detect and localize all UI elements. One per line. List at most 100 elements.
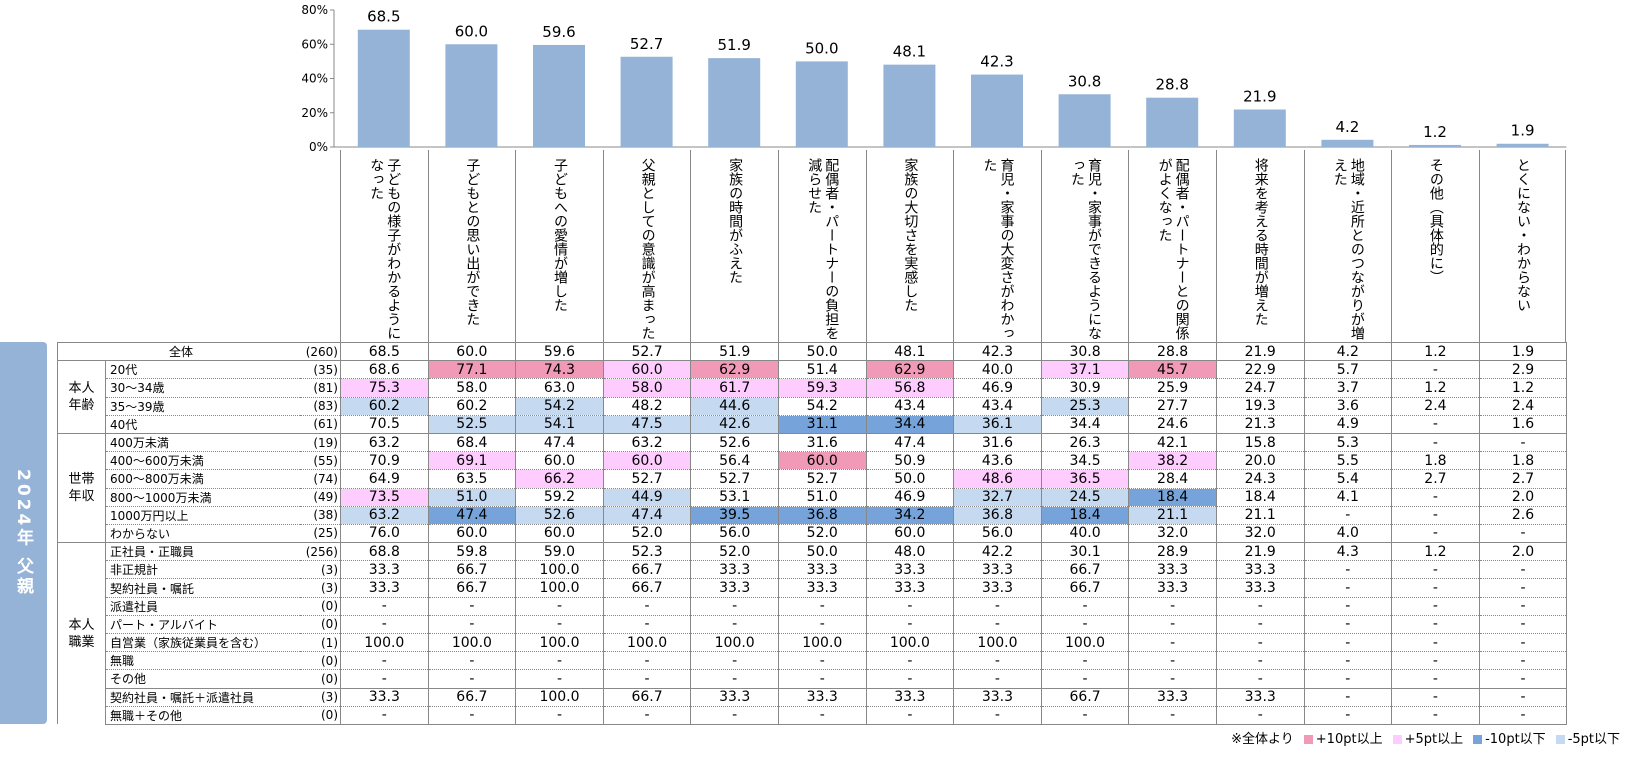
cell-value: 38.2 (1128, 451, 1217, 470)
cell-value: 70.5 (340, 414, 429, 434)
sample-size: (38) (300, 505, 341, 525)
data-label: 1.2 (1423, 123, 1447, 141)
data-label: 51.9 (717, 36, 750, 54)
table-row: 契約社員・嘱託＋派遣社員 (3) 33.3 66.7 100.0 66.7 33.3 33.3… (58, 687, 1568, 707)
cell-value: 3.6 (1303, 396, 1393, 416)
cell-value: 1.8 (1478, 451, 1568, 470)
cell-value: 33.3 (953, 560, 1042, 579)
cell-value: 100.0 (515, 560, 604, 579)
cell-value: 50.0 (865, 469, 955, 488)
bar (1321, 139, 1374, 147)
cell-value: - (953, 596, 1042, 616)
cell-value: - (690, 705, 779, 725)
table-row: 本人職業 正社員・正職員 (256) 68.8 59.8 59.0 52.3 52.0 50.0… (57, 542, 1568, 725)
cell-value: 40.0 (953, 360, 1042, 379)
cell-value: 62.9 (690, 360, 779, 379)
cell-value: - (427, 669, 517, 689)
table-row: 派遣社員 (0) - - - - - - - - - - - - - - (58, 596, 1568, 616)
cell-value: 70.9 (340, 451, 429, 470)
legend-label: -10pt以下 (1485, 732, 1546, 747)
column-header-label: とくにない・わからない (1515, 158, 1532, 312)
cell-value: 56.0 (953, 523, 1042, 543)
cell-value: 31.6 (777, 432, 867, 452)
cell-value: - (777, 614, 867, 634)
cell-value: 28.4 (1128, 469, 1217, 488)
table-row: わからない (25) 76.0 60.0 60.0 52.0 56.0 52.0 60.0 56.… (58, 523, 1568, 543)
column-header: 父親としての意識が高まった (602, 150, 691, 342)
cell-value: - (1478, 651, 1568, 670)
sample-size: (0) (300, 614, 341, 634)
cell-value: 1.8 (1391, 451, 1480, 470)
data-label: 59.6 (542, 23, 575, 41)
y-tick-label: 0% (309, 140, 328, 152)
cell-value: 66.7 (1040, 578, 1130, 598)
cell-value: 21.9 (1215, 542, 1305, 561)
table-row: 自営業（家族従業員を含む） (1) 100.0 100.0 100.0 100.0 100.… (58, 632, 1568, 652)
cell-value: 63.2 (340, 432, 429, 452)
cell-value: - (1128, 614, 1217, 634)
cell-value: - (1478, 614, 1568, 634)
cell-value: 48.1 (865, 341, 955, 361)
cell-value: - (340, 614, 429, 634)
cell-value: 59.2 (515, 487, 604, 507)
legend-note: ※全体より (1231, 732, 1294, 747)
row-label: 正社員・正職員 (105, 542, 300, 561)
cell-value: - (1478, 560, 1568, 579)
cell-value: 51.0 (777, 487, 867, 507)
table-row: 本人年齢 20代 (35) 68.6 77.1 74.3 60.0 62.9 51.4 62.9 4… (57, 360, 1568, 434)
cell-value: - (690, 614, 779, 634)
cell-value: - (865, 669, 955, 689)
cell-value: - (1040, 651, 1130, 670)
cell-value: - (1391, 487, 1480, 507)
cell-value: 18.4 (1215, 487, 1305, 507)
sample-size: (3) (300, 578, 341, 598)
cell-value: 42.3 (953, 341, 1042, 361)
cell-value: 74.3 (515, 360, 604, 379)
row-label: 800～1000万未満 (105, 487, 300, 507)
column-header-label: その他（具体的に） (1427, 158, 1444, 284)
data-label: 50.0 (805, 39, 838, 57)
cell-value: 60.2 (340, 396, 429, 416)
cell-value: 66.7 (602, 687, 692, 707)
cell-value: - (515, 669, 604, 689)
cell-value: - (1478, 578, 1568, 598)
cell-value: 33.3 (777, 578, 867, 598)
cell-value: 33.3 (1128, 560, 1217, 579)
cell-value: - (602, 614, 692, 634)
cell-value: - (1478, 432, 1568, 452)
cell-value: 33.3 (690, 687, 779, 707)
bar (1146, 97, 1199, 147)
sample-size: (25) (300, 523, 341, 543)
cell-value: - (1391, 432, 1480, 452)
cell-value: 50.0 (777, 542, 867, 561)
cell-value: 1.2 (1478, 378, 1568, 398)
cell-value: - (1391, 687, 1480, 707)
cell-value: 33.3 (690, 560, 779, 579)
cell-value: 63.5 (427, 469, 517, 488)
cell-value: - (953, 705, 1042, 725)
cell-value: 52.6 (515, 505, 604, 525)
cell-value: 48.2 (602, 396, 692, 416)
cell-value: - (865, 651, 955, 670)
cell-value: 5.4 (1303, 469, 1393, 488)
bar (708, 58, 761, 148)
cell-value: 68.5 (340, 341, 429, 361)
cell-value: 66.7 (427, 578, 517, 598)
cell-value: 100.0 (602, 632, 692, 652)
cell-value: 59.8 (427, 542, 517, 561)
cell-value: - (1303, 669, 1393, 689)
cell-value: 66.7 (427, 560, 517, 579)
sample-size: (35) (300, 360, 341, 379)
sample-size: (260) (300, 341, 341, 361)
column-header: 配偶者・パートナーとの関係がよくなった (1128, 150, 1216, 342)
cell-value: 51.9 (690, 341, 779, 361)
cell-value: 20.0 (1215, 451, 1305, 470)
cell-value: 68.4 (427, 432, 517, 452)
column-header-label: 配偶者・パートナーとの関係がよくなった (1156, 158, 1190, 340)
cell-value: 36.8 (953, 505, 1042, 525)
cell-value: - (1391, 360, 1480, 379)
column-header-label: 家族の大切さを実感した (902, 158, 919, 312)
cell-value: 25.3 (1040, 396, 1130, 416)
cell-value: 48.0 (865, 542, 955, 561)
cell-value: 28.9 (1128, 542, 1217, 561)
